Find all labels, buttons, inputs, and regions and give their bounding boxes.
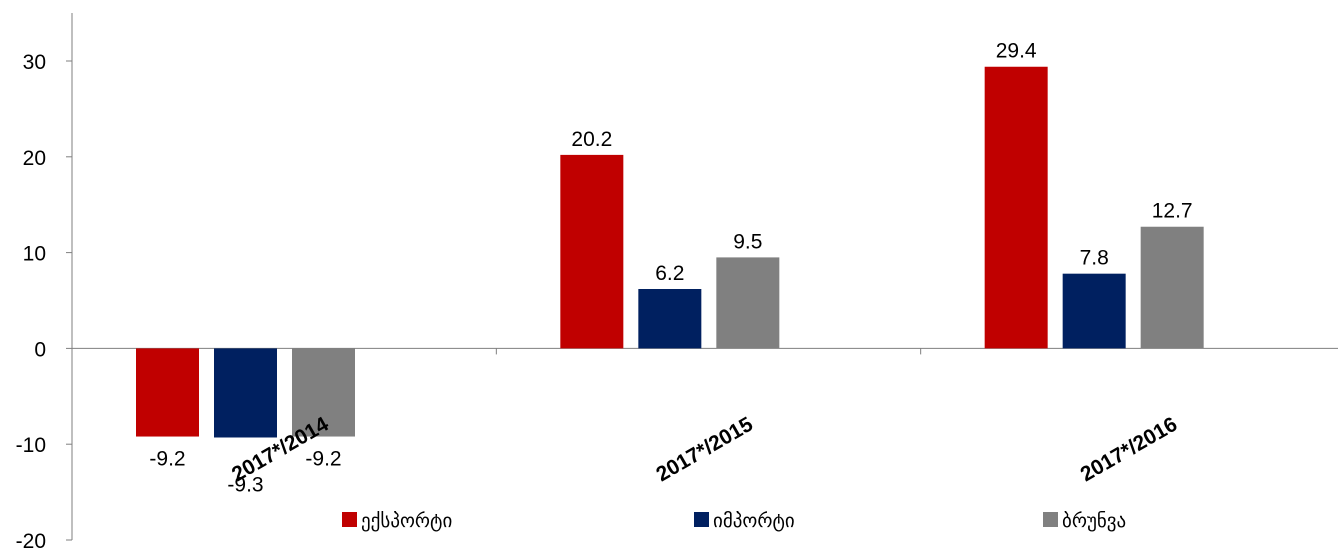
data-label: 7.8 — [1080, 247, 1109, 270]
y-tick-label: 10 — [23, 243, 46, 266]
legend-label: იმპორტი — [713, 510, 795, 532]
bar — [716, 257, 780, 349]
data-label: -9.2 — [305, 448, 341, 471]
bar — [214, 348, 277, 438]
legend-swatch — [342, 512, 357, 527]
legend-label: ექსპორტი — [361, 510, 452, 532]
x-tick-label: 2017*/2015 — [652, 413, 757, 487]
bar — [1140, 226, 1204, 349]
y-tick-label: 20 — [23, 147, 46, 170]
legend-label: ბრუნვა — [1062, 510, 1126, 532]
legend-swatch — [1043, 512, 1058, 527]
bar — [292, 348, 355, 437]
data-label: 29.4 — [996, 40, 1037, 63]
y-tick-label: -20 — [16, 530, 46, 550]
bar — [984, 66, 1048, 349]
data-label: -9.2 — [149, 448, 185, 471]
data-label: 9.5 — [733, 230, 762, 253]
y-tick-label: 30 — [23, 51, 46, 74]
data-label: -9.3 — [227, 473, 263, 496]
bar — [560, 154, 624, 349]
bar — [1062, 273, 1126, 349]
bar — [136, 348, 199, 437]
data-label: 12.7 — [1152, 200, 1193, 223]
data-label: 20.2 — [571, 128, 612, 151]
y-tick-label: 0 — [34, 338, 46, 361]
data-label: 6.2 — [655, 262, 684, 285]
legend-swatch — [694, 512, 709, 527]
y-tick-label: -10 — [16, 434, 46, 457]
bar — [638, 289, 702, 349]
x-tick-label: 2017*/2016 — [1077, 413, 1182, 487]
